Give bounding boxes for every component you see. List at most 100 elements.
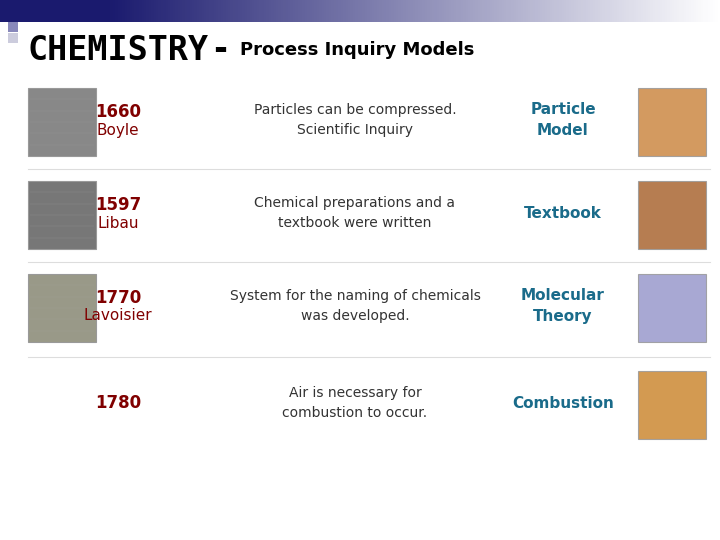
Bar <box>163 0 166 22</box>
Bar <box>638 88 706 156</box>
Bar <box>574 0 577 22</box>
Text: Lavoisier: Lavoisier <box>84 308 153 323</box>
Bar <box>372 0 375 22</box>
Bar <box>348 0 351 22</box>
Bar <box>127 0 130 22</box>
Bar <box>276 0 279 22</box>
Bar <box>120 0 123 22</box>
Bar <box>612 0 616 22</box>
Bar <box>353 0 356 22</box>
Bar <box>444 0 447 22</box>
Bar <box>706 0 709 22</box>
Bar <box>420 0 423 22</box>
Text: Libau: Libau <box>97 215 139 231</box>
Bar <box>456 0 459 22</box>
Bar <box>619 0 623 22</box>
Bar <box>677 0 680 22</box>
Bar <box>7 0 11 22</box>
Bar <box>38 0 42 22</box>
Bar <box>28 274 96 342</box>
Bar <box>427 0 431 22</box>
Text: 1770: 1770 <box>95 289 141 307</box>
Bar <box>437 0 440 22</box>
Bar <box>542 0 546 22</box>
Text: Boyle: Boyle <box>96 123 139 138</box>
Bar <box>130 0 133 22</box>
Bar <box>329 0 332 22</box>
Bar <box>477 0 481 22</box>
Bar <box>166 0 169 22</box>
Bar <box>175 0 179 22</box>
Bar <box>614 0 618 22</box>
Bar <box>225 0 229 22</box>
Bar <box>499 0 503 22</box>
Bar <box>554 0 558 22</box>
Bar <box>480 0 483 22</box>
Bar <box>19 0 22 22</box>
Bar <box>77 0 80 22</box>
Bar <box>605 0 608 22</box>
Bar <box>346 0 349 22</box>
Bar <box>425 0 428 22</box>
Bar <box>63 0 66 22</box>
Bar <box>675 0 678 22</box>
Text: Particles can be compressed.
Scientific Inquiry: Particles can be compressed. Scientific … <box>253 103 456 137</box>
Bar <box>703 0 706 22</box>
Bar <box>233 0 236 22</box>
Bar <box>293 0 296 22</box>
Text: Molecular
Theory: Molecular Theory <box>521 288 605 324</box>
Bar <box>691 0 695 22</box>
Bar <box>180 0 184 22</box>
Text: System for the naming of chemicals
was developed.: System for the naming of chemicals was d… <box>230 289 480 323</box>
Bar <box>358 0 361 22</box>
Bar <box>274 0 277 22</box>
Bar <box>70 0 73 22</box>
Bar <box>84 0 87 22</box>
Bar <box>171 0 174 22</box>
Bar <box>629 0 632 22</box>
Bar <box>552 0 555 22</box>
Bar <box>468 0 472 22</box>
Bar <box>173 0 176 22</box>
Bar <box>79 0 83 22</box>
Bar <box>199 0 202 22</box>
Bar <box>621 0 625 22</box>
Bar <box>689 0 692 22</box>
Bar <box>643 0 647 22</box>
Bar <box>571 0 575 22</box>
Bar <box>382 0 385 22</box>
Bar <box>540 0 544 22</box>
Bar <box>439 0 443 22</box>
Bar <box>713 0 716 22</box>
Bar <box>315 0 318 22</box>
Bar <box>194 0 198 22</box>
Bar <box>449 0 452 22</box>
Bar <box>418 0 421 22</box>
Bar <box>379 0 382 22</box>
Bar <box>149 0 152 22</box>
Bar <box>617 0 620 22</box>
Bar <box>564 0 567 22</box>
Bar <box>72 0 76 22</box>
Bar <box>297 0 301 22</box>
Bar <box>410 0 414 22</box>
Bar <box>718 0 720 22</box>
Text: Air is necessary for
combustion to occur.: Air is necessary for combustion to occur… <box>282 386 428 420</box>
Bar <box>218 0 222 22</box>
Bar <box>14 0 18 22</box>
Bar <box>547 0 551 22</box>
Bar <box>168 0 171 22</box>
Bar <box>487 0 490 22</box>
Bar <box>653 0 656 22</box>
Bar <box>415 0 418 22</box>
Bar <box>259 0 263 22</box>
Bar <box>686 0 690 22</box>
Bar <box>117 0 121 22</box>
Bar <box>670 0 673 22</box>
Bar <box>408 0 411 22</box>
Bar <box>178 0 181 22</box>
Bar <box>28 181 96 249</box>
Bar <box>235 0 238 22</box>
Bar <box>317 0 320 22</box>
Bar <box>430 0 433 22</box>
